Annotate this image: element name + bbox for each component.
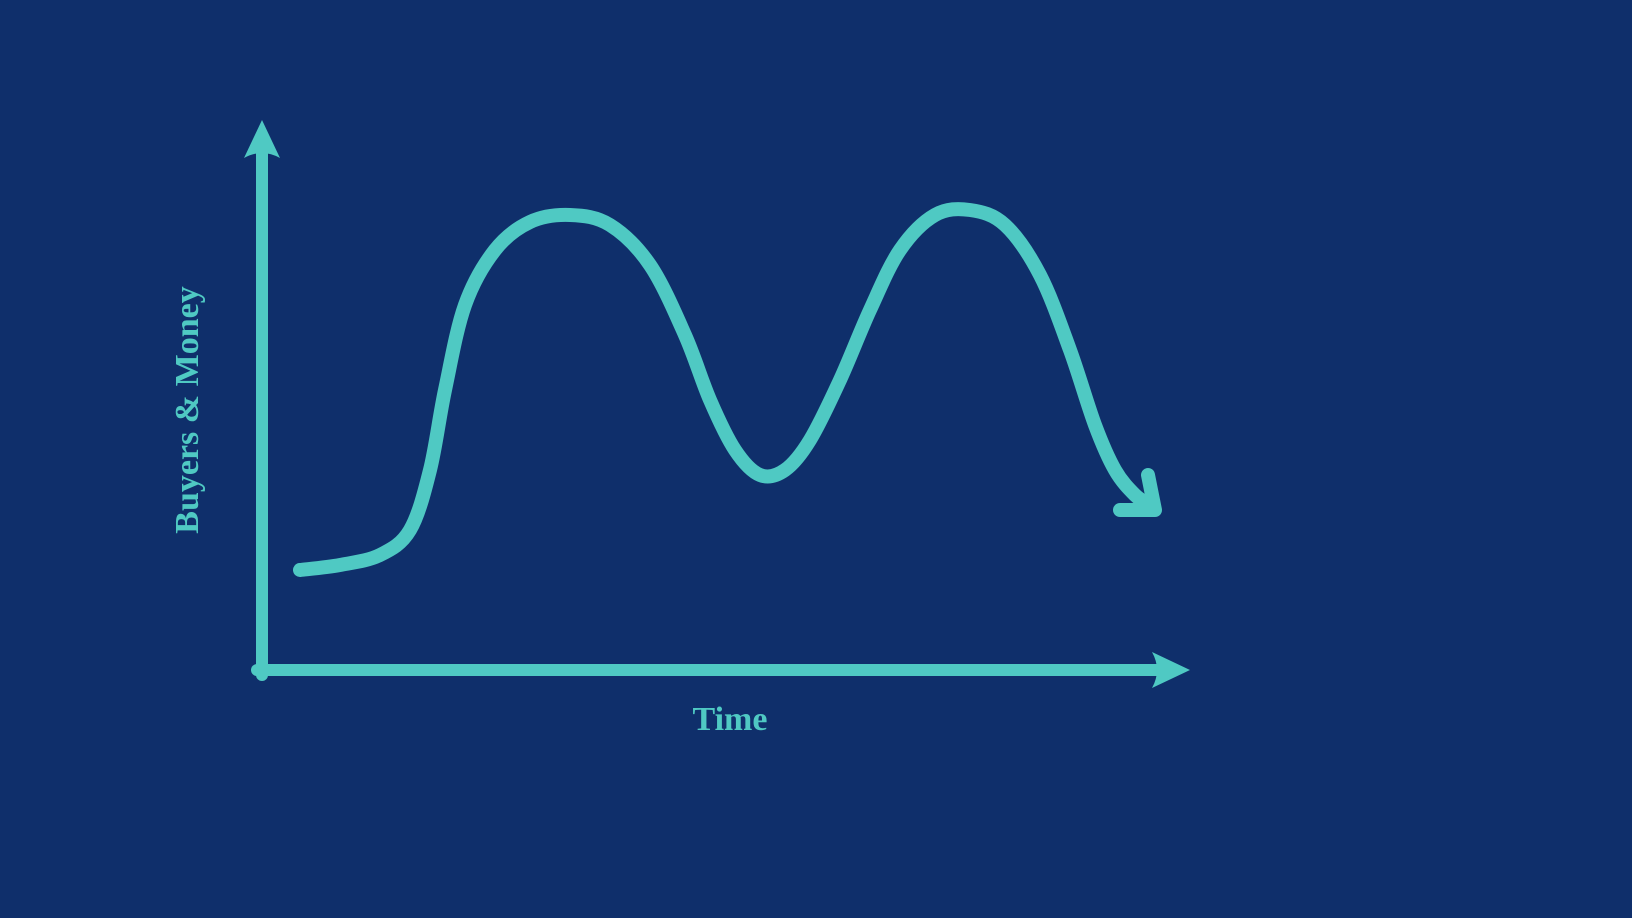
chart-container: Time Buyers & Money <box>0 0 1632 918</box>
x-axis-label: Time <box>693 701 768 738</box>
chart-svg: Time Buyers & Money <box>0 0 1632 918</box>
y-axis-label: Buyers & Money <box>169 286 206 533</box>
